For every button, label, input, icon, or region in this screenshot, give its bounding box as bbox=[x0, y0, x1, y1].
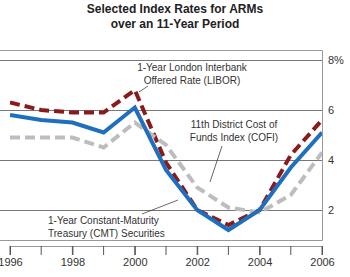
title-line: Selected Index Rates for ARMs bbox=[87, 2, 264, 16]
series-label-line: 1-Year Constant-Maturity bbox=[48, 215, 159, 226]
x-minor-tick bbox=[290, 246, 291, 255]
series-label-line: Offered Rate (LIBOR) bbox=[144, 75, 241, 86]
x-tick: 2006 bbox=[310, 246, 334, 268]
chart-title: Selected Index Rates for ARMsover an 11-… bbox=[87, 2, 264, 31]
x-tick-mark bbox=[197, 246, 198, 255]
x-tick-mark bbox=[72, 246, 73, 255]
y-tick-label: 6 bbox=[328, 104, 334, 116]
y-tick-label: 2 bbox=[328, 204, 334, 216]
x-minor-tick bbox=[10, 246, 11, 255]
series-label: 1-Year Constant-Maturity Treasury (CMT) S… bbox=[48, 215, 165, 239]
series-label-line: 11th District Cost of bbox=[191, 119, 278, 130]
series-label: 11th District Cost of Funds Index (COFI) bbox=[190, 119, 278, 143]
y-tick-label: 8% bbox=[328, 54, 344, 66]
x-minor-tick bbox=[197, 246, 198, 255]
x-minor-tick bbox=[134, 246, 135, 255]
x-tick-mark bbox=[260, 246, 261, 255]
x-tick-label: 2002 bbox=[185, 256, 209, 268]
x-tick-label: 2000 bbox=[123, 256, 147, 268]
plot-area bbox=[10, 90, 322, 230]
x-tick-label: 2006 bbox=[310, 256, 334, 268]
x-tick: 2004 bbox=[248, 246, 272, 268]
x-tick: 2000 bbox=[123, 246, 147, 268]
y-axis: 2 4 6 8% bbox=[0, 51, 344, 241]
x-tick-mark bbox=[10, 246, 11, 255]
y-axis-line bbox=[0, 51, 323, 241]
series-line bbox=[10, 90, 322, 225]
series-label-line: Funds Index (COFI) bbox=[190, 132, 278, 143]
x-tick-label: 1998 bbox=[61, 256, 85, 268]
series-label-line: Treasury (CMT) Securities bbox=[48, 228, 165, 239]
x-minor-tick bbox=[259, 246, 260, 255]
title-line: over an 11-Year Period bbox=[111, 17, 240, 31]
x-minor-tick bbox=[166, 246, 167, 255]
x-tick-mark bbox=[322, 246, 323, 255]
x-minor-tick bbox=[103, 246, 104, 255]
grid-line bbox=[0, 60, 322, 61]
grid-line bbox=[0, 210, 322, 211]
series-label-line: 1-Year London Interbank bbox=[137, 62, 248, 73]
x-axis-line bbox=[11, 247, 323, 256]
x-axis: 1996 1998 2000 2002 2004 2006 bbox=[0, 246, 335, 268]
x-tick-label: 1996 bbox=[0, 256, 23, 268]
y-tick: 6 bbox=[0, 104, 334, 116]
x-minor-tick bbox=[72, 246, 73, 255]
x-minor-tick bbox=[322, 246, 323, 255]
x-minor-tick bbox=[228, 246, 229, 255]
x-tick: 2002 bbox=[185, 246, 209, 268]
x-minor-tick bbox=[41, 246, 42, 255]
leader-line bbox=[142, 200, 178, 214]
series-line bbox=[10, 108, 322, 231]
x-tick-label: 2004 bbox=[248, 256, 272, 268]
x-tick: 1996 bbox=[0, 246, 23, 268]
x-tick-mark bbox=[135, 246, 136, 255]
x-tick: 1998 bbox=[61, 246, 85, 268]
y-tick-label: 4 bbox=[328, 154, 334, 166]
series-label: 1-Year London Interbank Offered Rate (LIB… bbox=[137, 62, 248, 86]
leader-line bbox=[210, 146, 222, 182]
leader-line bbox=[139, 86, 148, 92]
